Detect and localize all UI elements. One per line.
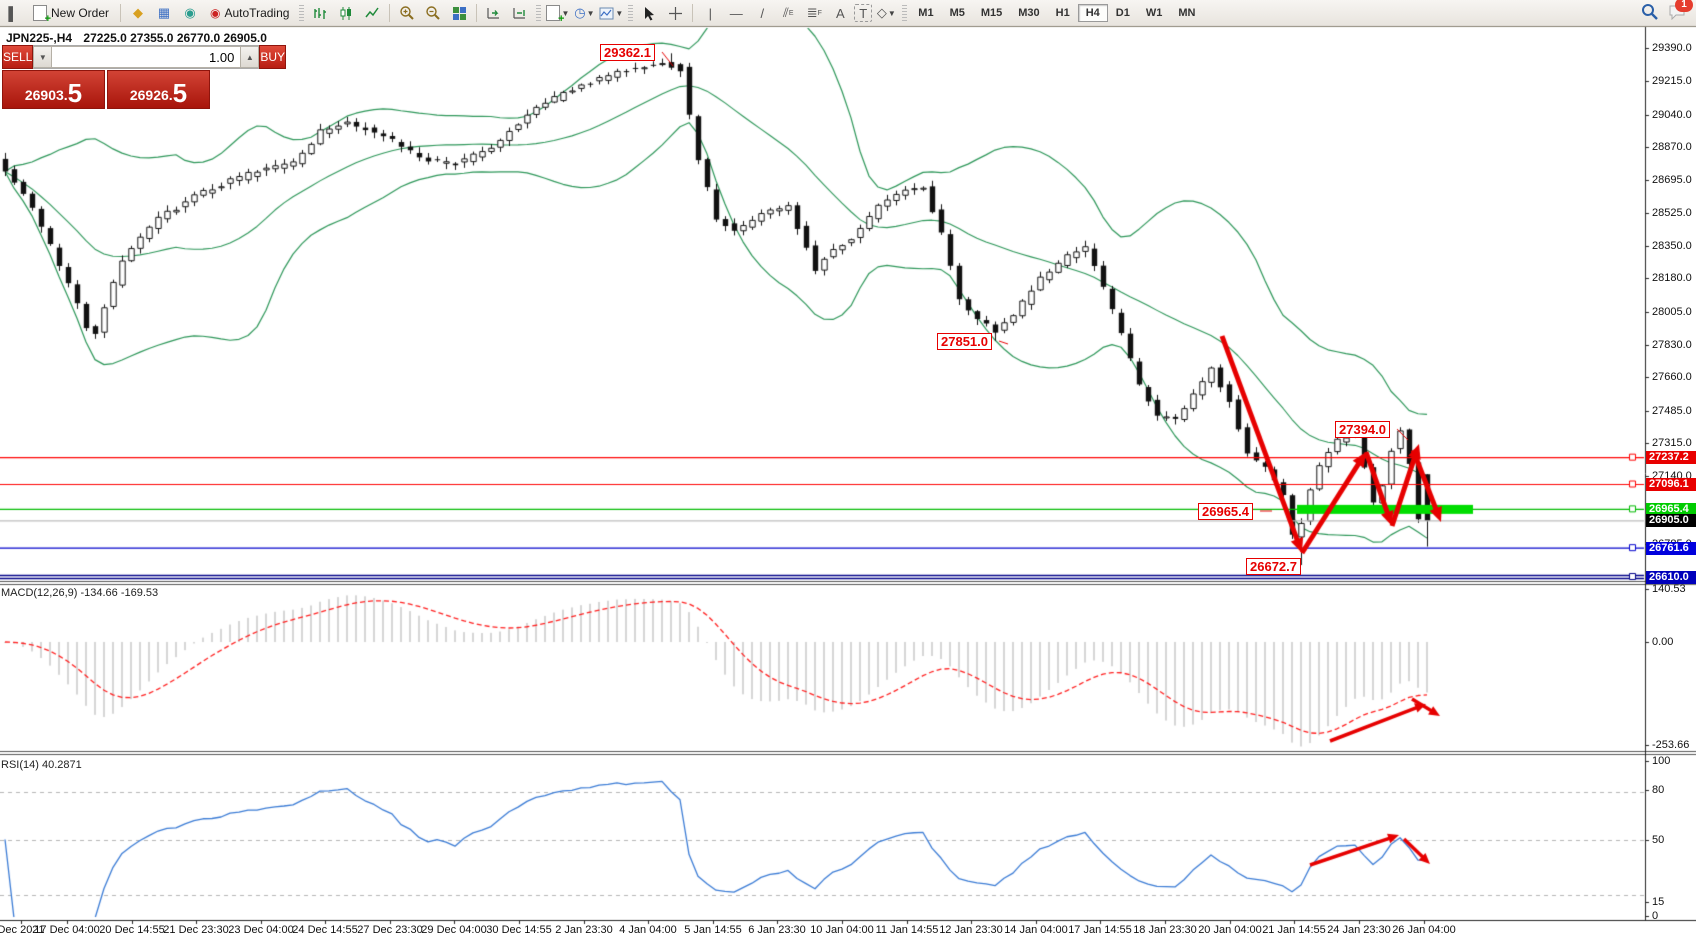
volume-input[interactable]: [52, 46, 241, 68]
one-click-trading-widget: SELL ▼ ▲ BUY 26903. 5 26926. 5: [2, 45, 287, 109]
volume-decrease-button[interactable]: ▼: [33, 46, 53, 68]
buy-button[interactable]: BUY: [259, 45, 287, 69]
sell-price: 26903.: [24, 87, 68, 103]
price-callout-27394.0[interactable]: 27394.0: [1335, 421, 1390, 438]
buy-price-panel[interactable]: 26926. 5: [107, 70, 210, 109]
price-callout-27851.0[interactable]: 27851.0: [937, 333, 992, 350]
buy-price: 26926.: [129, 87, 173, 103]
volume-increase-button[interactable]: ▲: [240, 46, 260, 68]
price-callout-26965.4[interactable]: 26965.4: [1198, 503, 1253, 520]
sell-button[interactable]: SELL: [2, 45, 34, 69]
buy-price-pip: 5: [172, 78, 188, 108]
volume-spinner: ▼ ▲: [33, 45, 260, 69]
sell-price-pip: 5: [67, 78, 83, 108]
sell-price-panel[interactable]: 26903. 5: [2, 70, 105, 109]
price-callout-29362.1[interactable]: 29362.1: [600, 44, 655, 61]
price-callout-26672.7[interactable]: 26672.7: [1246, 558, 1301, 575]
